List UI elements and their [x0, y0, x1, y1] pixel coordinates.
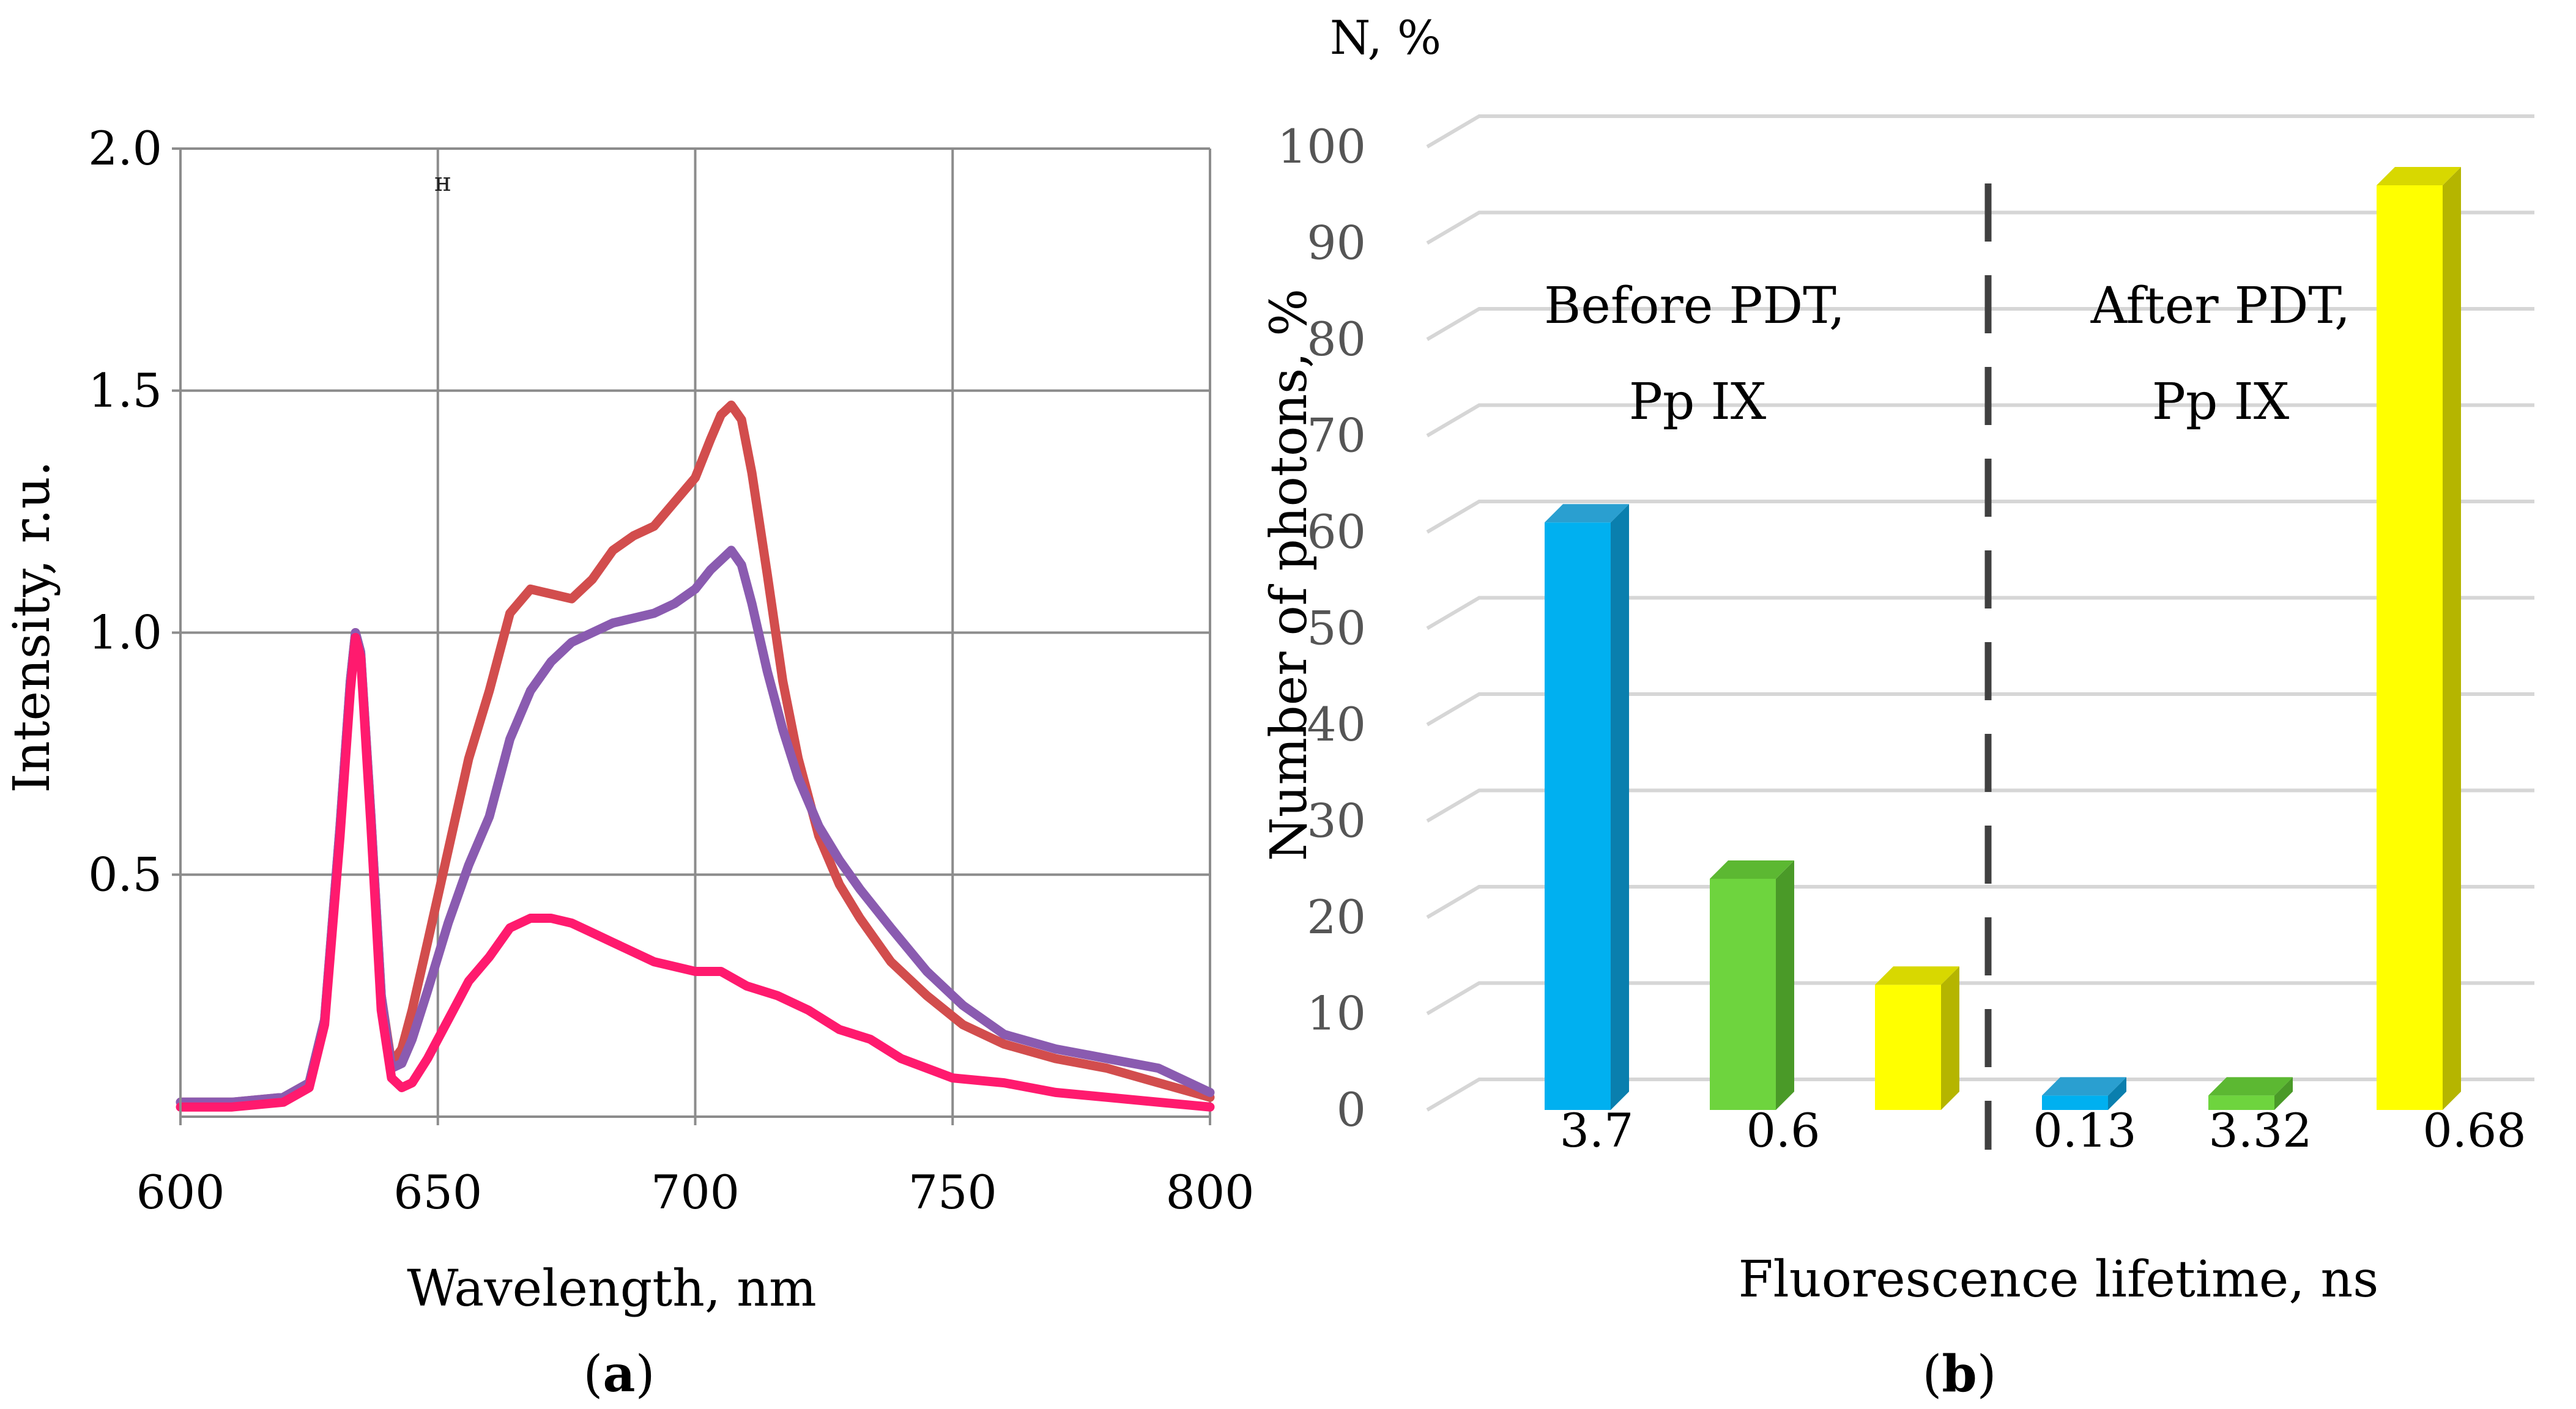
panel-b-gridline [1426, 788, 2534, 823]
panel-b-y-tick-label: 20 [1307, 890, 1366, 944]
panel-b-y-tick-label: 30 [1307, 794, 1366, 848]
panel-b-grid [1426, 114, 2534, 1112]
panel-b-bar [2042, 1077, 2126, 1110]
panel-b-y-tick-label: 90 [1307, 216, 1366, 270]
panel-a-series-line-3 [176, 632, 1215, 1112]
panel-a-x-tick-label: 800 [1165, 1165, 1254, 1219]
panel-b-bar-top [2042, 1077, 2126, 1096]
panel-b-bar-side [1941, 966, 1959, 1110]
panel-b-bars [1545, 167, 2461, 1110]
panel-b-bar-front [2208, 1095, 2274, 1110]
panel-b-y-axis-label: Number of photons, % [1260, 289, 1318, 861]
panel-b-gridline [1426, 210, 2534, 245]
panel-b-bar-top [1875, 966, 1959, 985]
panel-b-gridline [1426, 114, 2534, 149]
panel-b-bar [2208, 1077, 2293, 1110]
panel-a-x-tick-label: 750 [908, 1165, 997, 1219]
panel-b-bar-side [1611, 504, 1629, 1110]
panel-b-gridline [1426, 692, 2534, 727]
panel-b-bar-top [2377, 167, 2461, 185]
panel-b-gridline [1426, 307, 2534, 341]
panel-b-y-tick-label: 100 [1277, 119, 1366, 174]
panel-a-y-axis-label: Intensity, r.u. [3, 460, 61, 793]
panel-b-y-tick-label: 0 [1337, 1082, 1366, 1137]
panel-b-letter: b [1942, 1345, 1977, 1403]
panel-b-y-tick-label: 80 [1307, 312, 1366, 366]
panel-a-tick-labels: 600 650 700 750 800 0.5 1.0 1.5 2.0 [88, 121, 1254, 1219]
panel-b-bar-front [1545, 522, 1611, 1110]
panel-b-category-label: 3.7 [1560, 1103, 1634, 1158]
panel-b-group-label-before-line2: Pp IX [1629, 373, 1767, 431]
panel-b-bar [1710, 860, 1794, 1110]
panel-b-category-label: 0.13 [2033, 1103, 2136, 1158]
panel-b-bar [1545, 504, 1629, 1110]
panel-a-y-tick-label: 1.0 [88, 605, 162, 660]
panel-a-x-tick-label: 700 [651, 1165, 740, 1219]
panel-b-bar-side [2108, 1077, 2126, 1110]
panel-b-bar-top [1710, 860, 1794, 879]
panel-b-y-tick-label: 60 [1307, 505, 1366, 559]
panel-b-category-label: 3.32 [2208, 1103, 2312, 1158]
panel-b-bar-side [2443, 167, 2461, 1110]
panel-b-caption: (b) [1922, 1345, 1996, 1403]
panel-b-bar-side [2274, 1077, 2293, 1110]
panel-b-y-tick-label: 50 [1307, 601, 1366, 656]
panel-b-bar-front [2377, 185, 2443, 1110]
panel-b-category-label: 0.68 [2422, 1103, 2526, 1158]
panel-b-group-label-before-line1: Before PDT, [1544, 277, 1845, 335]
panel-b-group-label-after-line2: Pp IX [2152, 373, 2290, 431]
panel-a-x-tick-label: 600 [136, 1165, 225, 1219]
panel-b-bar-front [1875, 985, 1941, 1110]
panel-b-gridline [1426, 885, 2534, 919]
panel-b-y-tick-label: 10 [1307, 986, 1366, 1041]
panel-b-bar-front [1710, 879, 1776, 1110]
panel-b-category-label: 0.6 [1746, 1103, 1821, 1158]
panel-b-y-unit-label: N, % [1330, 10, 1441, 65]
panel-b-x-axis-label: Fluorescence lifetime, ns [1739, 1251, 2379, 1309]
panel-b-tick-labels: 0 10 20 30 40 50 60 70 80 90 100 [1277, 119, 1366, 1137]
panel-b-category-labels: 3.7 0.6 0.13 3.32 0.68 [1560, 1103, 2526, 1158]
panel-a-y-tick-label: 0.5 [88, 847, 162, 901]
panel-b-y-tick-label: 40 [1307, 697, 1366, 752]
panel-a-x-tick-label: 650 [393, 1165, 482, 1219]
panel-a-letter: a [603, 1345, 635, 1403]
panel-b-gridline [1426, 1078, 2534, 1112]
panel-b-gridline [1426, 500, 2534, 534]
panel-b-bar-side [1776, 860, 1794, 1110]
panel-a-y-tick-label: 1.5 [88, 363, 162, 418]
panel-b-bar-chart: 0 10 20 30 40 50 60 70 80 90 100 3.7 0.6 0.13 3.32 0.6… [1260, 10, 2534, 1403]
panel-b-y-tick-label: 70 [1307, 409, 1366, 463]
panel-b-bar-front [2042, 1095, 2108, 1110]
panel-b-gridline [1426, 596, 2534, 631]
panel-b-gridline [1426, 981, 2534, 1016]
panel-b-bar [2377, 167, 2461, 1110]
panel-b-gridline [1426, 403, 2534, 438]
panel-b-bar-top [2208, 1077, 2293, 1096]
panel-a-x-axis-label: Wavelength, nm [407, 1260, 816, 1318]
panel-a-caption: (a) [583, 1345, 655, 1403]
panel-a-axes [172, 147, 1211, 1125]
panel-a-line-chart: 600 650 700 750 800 0.5 1.0 1.5 2.0 н Wavelength… [3, 121, 1255, 1403]
panel-b-group-label-after-line1: After PDT, [2090, 277, 2351, 335]
panel-b-bar [1875, 966, 1959, 1110]
panel-b-bar-top [1545, 504, 1629, 523]
panel-a-annotation: н [434, 167, 451, 197]
panel-a-y-tick-label: 2.0 [88, 121, 162, 176]
panel-a-series [176, 401, 1215, 1112]
